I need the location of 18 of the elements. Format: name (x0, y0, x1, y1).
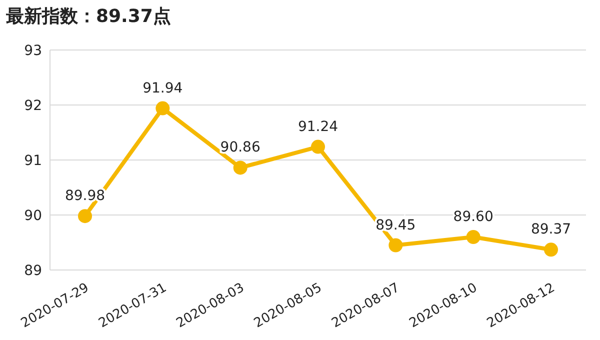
data-label: 90.86 (220, 140, 260, 156)
point (311, 140, 325, 154)
point (233, 160, 248, 175)
data-label: 89.37 (530, 222, 572, 238)
y-tick-label: 92 (24, 98, 42, 114)
point (156, 101, 170, 116)
chart-title: 最新指数：89.37点 (6, 5, 171, 28)
point (544, 242, 558, 257)
y-tick-label: 93 (24, 42, 42, 59)
data-label: 91.94 (142, 80, 183, 96)
data-label: 91.24 (298, 118, 338, 135)
y-tick-label: 89 (24, 262, 42, 279)
point (78, 209, 92, 224)
point (388, 238, 403, 252)
point (466, 230, 480, 244)
y-tick-label: 90 (24, 208, 42, 224)
y-tick-label: 91 (24, 152, 42, 169)
data-label: 89.60 (453, 209, 494, 225)
